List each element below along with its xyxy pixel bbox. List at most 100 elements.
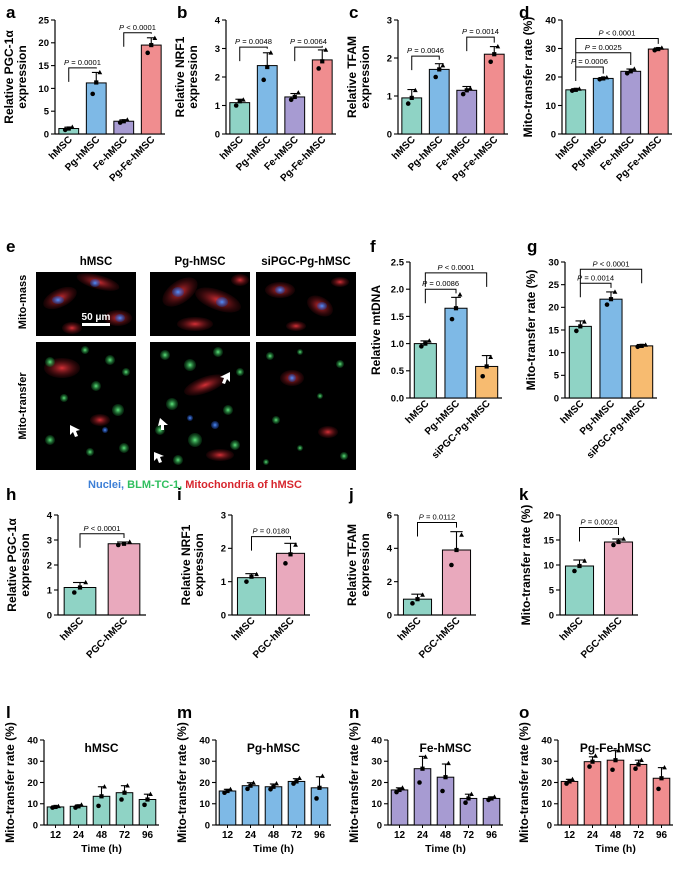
chart-h: 0 1 2 3 4 Relative PGC-1α expression hMSCPGC-hM… bbox=[5, 510, 146, 661]
chart-l: 0 10 20 30 40 Mito-transfer rate (%) hMSC 12 24 4… bbox=[3, 722, 159, 855]
y-axis-label: Relative NRF1 bbox=[179, 524, 193, 605]
significance-bracket bbox=[123, 32, 152, 47]
data-point bbox=[419, 344, 424, 349]
x-tick-label: hMSC bbox=[404, 398, 432, 426]
p-value-label: P < 0.0001 bbox=[84, 524, 121, 533]
y-tick-label: 1.0 bbox=[391, 339, 404, 350]
p-value-italic: P bbox=[581, 518, 587, 527]
data-point bbox=[570, 776, 575, 782]
significance-bracket bbox=[575, 66, 604, 82]
p-value-text: = 0.0006 bbox=[576, 57, 608, 66]
y-tick-label: 15 bbox=[543, 535, 554, 546]
bar-24 bbox=[413, 768, 432, 826]
y-tick-label: 0 bbox=[377, 820, 382, 831]
micrograph-pg-hmsc-mito-transfer bbox=[150, 342, 250, 470]
data-point bbox=[237, 99, 242, 104]
data-point bbox=[415, 597, 420, 602]
x-axis-label: Time (h) bbox=[81, 843, 122, 855]
bar-Fe-hMSC bbox=[284, 96, 306, 135]
y-tick-label: 10 bbox=[541, 799, 552, 810]
data-point bbox=[469, 791, 474, 796]
bar-PGC-hMSC bbox=[275, 552, 306, 616]
x-tick-label: 24 bbox=[245, 830, 257, 841]
data-point bbox=[612, 289, 618, 294]
data-point bbox=[488, 59, 493, 65]
data-point bbox=[115, 542, 121, 548]
p-value-text: < 0.0001 bbox=[598, 259, 630, 268]
data-point bbox=[62, 127, 68, 133]
p-value-label: P = 0.0014 bbox=[462, 27, 499, 36]
bar-96 bbox=[310, 787, 329, 826]
arrow-icon bbox=[154, 452, 164, 463]
y-tick-label: 5 bbox=[549, 585, 555, 596]
y-tick-label: 3 bbox=[47, 535, 52, 546]
y-tick-label: 10 bbox=[543, 560, 554, 571]
chart-title: Pg-Fe-hMSC bbox=[580, 741, 652, 755]
y-tick-label: 5 bbox=[554, 371, 560, 382]
y-tick-label: 20 bbox=[543, 510, 554, 521]
y-tick-label: 0 bbox=[554, 393, 559, 404]
data-point bbox=[577, 563, 582, 569]
x-tick-label: 48 bbox=[96, 830, 108, 841]
panel-letter-g: g bbox=[527, 237, 537, 256]
data-point bbox=[449, 562, 454, 568]
p-value-label: P = 0.0025 bbox=[585, 43, 622, 52]
y-tick-label: 0 bbox=[221, 610, 226, 621]
micrograph-sipgc-mito-mass bbox=[256, 272, 356, 336]
data-point bbox=[446, 760, 451, 766]
arrow-icon bbox=[158, 418, 168, 430]
data-point bbox=[409, 95, 414, 100]
y-tick-label: 1 bbox=[47, 585, 53, 596]
y-tick-label: 0 bbox=[205, 820, 210, 831]
data-point bbox=[316, 66, 321, 71]
y-axis-label: Mito-transfer rate (%) bbox=[524, 270, 538, 391]
y-tick-label: 0 bbox=[387, 610, 392, 621]
panel-letter-n: n bbox=[349, 703, 359, 722]
y-tick-label: 3 bbox=[215, 44, 220, 55]
bar-12 bbox=[218, 790, 237, 826]
significance-bracket bbox=[579, 268, 643, 284]
bar-12 bbox=[390, 789, 409, 826]
data-point bbox=[643, 342, 649, 347]
data-point bbox=[423, 754, 428, 759]
bar-Pg-hMSC bbox=[444, 307, 468, 399]
p-value-text: = 0.0025 bbox=[590, 43, 622, 52]
x-tick-label: 12 bbox=[394, 830, 406, 841]
p-value-italic: P bbox=[290, 37, 296, 46]
data-point bbox=[125, 783, 130, 788]
data-point bbox=[440, 63, 446, 68]
data-point bbox=[457, 292, 463, 297]
x-tick-label: 72 bbox=[119, 830, 131, 841]
significance-bracket bbox=[579, 527, 619, 542]
p-value-label: P = 0.0014 bbox=[577, 273, 614, 282]
data-point bbox=[659, 45, 665, 50]
bar-72 bbox=[459, 797, 478, 826]
data-point bbox=[405, 101, 411, 106]
data-point bbox=[274, 780, 279, 786]
p-value-text: = 0.0014 bbox=[582, 273, 614, 282]
bar-hMSC bbox=[236, 577, 267, 616]
y-tick-label: 20 bbox=[548, 303, 559, 314]
y-axis-label: Mito-transfer rate (%) bbox=[175, 722, 189, 843]
legend-nuclei: Nuclei bbox=[88, 479, 121, 491]
data-point bbox=[121, 119, 126, 124]
data-point bbox=[79, 802, 84, 807]
data-point bbox=[597, 76, 602, 82]
y-tick-label: 4 bbox=[387, 544, 393, 555]
data-point bbox=[124, 117, 130, 122]
y-tick-label: 10 bbox=[199, 799, 210, 810]
p-value-italic: P bbox=[419, 513, 425, 522]
p-value-italic: P bbox=[253, 527, 259, 536]
x-tick-label: 72 bbox=[463, 830, 475, 841]
y-tick-label: 0 bbox=[547, 820, 552, 831]
data-point bbox=[76, 804, 81, 809]
y-tick-label: 4 bbox=[47, 510, 53, 521]
x-tick-label: 48 bbox=[268, 830, 280, 841]
chart-n: 0 10 20 30 40 Mito-transfer rate (%) Fe-hMSC 12… bbox=[347, 722, 503, 855]
data-point bbox=[228, 786, 233, 792]
